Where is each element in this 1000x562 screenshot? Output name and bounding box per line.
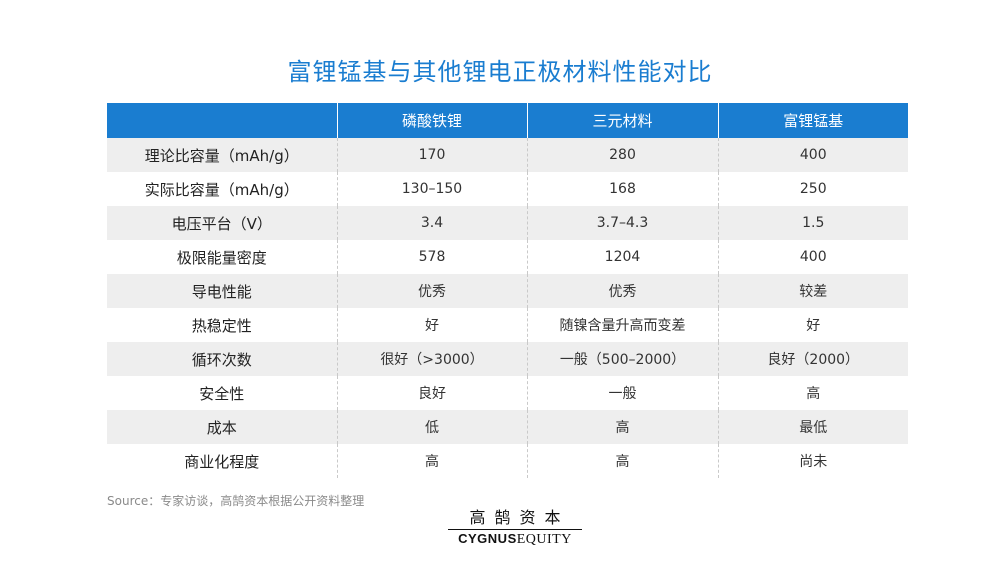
table-cell: 3.4 — [336, 206, 527, 240]
table-cell: 最低 — [717, 410, 908, 444]
table-cell: 3.7–4.3 — [526, 206, 718, 240]
header-cell-lfp: 磷酸铁锂 — [336, 103, 527, 138]
row-label-cell: 理论比容量（mAh/g） — [107, 138, 337, 172]
comparison-table: 磷酸铁锂 三元材料 富锂锰基 理论比容量（mAh/g） 170 280 400 实际比容… — [107, 103, 908, 478]
table-cell: 良好 — [336, 376, 527, 410]
row-label-cell: 电压平台（V） — [107, 206, 337, 240]
table-cell: 优秀 — [336, 274, 527, 308]
header-cell-empty — [107, 103, 337, 138]
table-row: 理论比容量（mAh/g） 170 280 400 — [107, 138, 908, 172]
source-note: Source：专家访谈，高鹄资本根据公开资料整理 — [107, 494, 365, 508]
table-cell: 高 — [717, 376, 908, 410]
logo-english-bold: CYGNUS — [458, 531, 517, 546]
table-cell: 较差 — [717, 274, 908, 308]
table-row: 电压平台（V） 3.4 3.7–4.3 1.5 — [107, 206, 908, 240]
table-row: 成本低高最低 — [107, 410, 908, 444]
table-cell: 很好（>3000） — [336, 342, 527, 376]
row-label-cell: 热稳定性 — [107, 308, 337, 342]
logo-divider — [448, 529, 582, 530]
table-row: 循环次数 很好（>3000） 一般（500–2000） 良好（2000） — [107, 342, 908, 376]
table-cell: 高 — [526, 410, 718, 444]
row-label-cell: 循环次数 — [107, 342, 337, 376]
table-row: 实际比容量（mAh/g） 130–150 168 250 — [107, 172, 908, 206]
row-label-cell: 安全性 — [107, 376, 337, 410]
table-cell: 170 — [336, 138, 527, 172]
logo-english-name: CYGNUSEQUITY — [440, 531, 590, 548]
row-label-cell: 导电性能 — [107, 274, 337, 308]
table-cell: 尚未 — [717, 444, 908, 478]
table-cell: 400 — [717, 138, 908, 172]
table-cell: 好 — [717, 308, 908, 342]
table-cell: 1.5 — [717, 206, 908, 240]
header-cell-lithium-rich-manganese: 富锂锰基 — [717, 103, 908, 138]
table-cell: 578 — [336, 240, 527, 274]
row-label-cell: 商业化程度 — [107, 444, 337, 478]
table-cell: 优秀 — [526, 274, 718, 308]
table-cell: 280 — [526, 138, 718, 172]
table-cell: 1204 — [526, 240, 718, 274]
table-cell: 低 — [336, 410, 527, 444]
table-row: 导电性能 优秀 优秀 较差 — [107, 274, 908, 308]
table-cell: 168 — [526, 172, 718, 206]
table-body: 理论比容量（mAh/g） 170 280 400 实际比容量（mAh/g） 130–150… — [107, 138, 908, 478]
table-cell: 良好（2000） — [717, 342, 908, 376]
table-row: 商业化程度高高尚未 — [107, 444, 908, 478]
row-label-cell: 实际比容量（mAh/g） — [107, 172, 337, 206]
table-cell: 随镍含量升高而变差 — [526, 308, 718, 342]
row-label-cell: 成本 — [107, 410, 337, 444]
table-cell: 高 — [526, 444, 718, 478]
table-cell: 250 — [717, 172, 908, 206]
logo-english-regular: EQUITY — [516, 532, 572, 547]
table-row: 热稳定性好随镍含量升高而变差好 — [107, 308, 908, 342]
table-cell: 400 — [717, 240, 908, 274]
table-cell: 一般 — [526, 376, 718, 410]
table-cell: 高 — [336, 444, 527, 478]
logo-chinese-name: 高鹄资本 — [469, 508, 570, 527]
table-cell: 一般（500–2000） — [526, 342, 718, 376]
row-label-cell: 极限能量密度 — [107, 240, 337, 274]
table-header-row: 磷酸铁锂 三元材料 富锂锰基 — [107, 103, 908, 138]
table-cell: 130–150 — [336, 172, 527, 206]
table-row: 极限能量密度 578 1204 400 — [107, 240, 908, 274]
header-cell-ternary: 三元材料 — [526, 103, 718, 138]
table-cell: 好 — [336, 308, 527, 342]
company-logo: 高鹄资本 CYGNUSEQUITY — [440, 509, 590, 548]
table-row: 安全性 良好 一般高 — [107, 376, 908, 410]
page-title: 富锂锰基与其他锂电正极材料性能对比 — [287, 58, 713, 86]
